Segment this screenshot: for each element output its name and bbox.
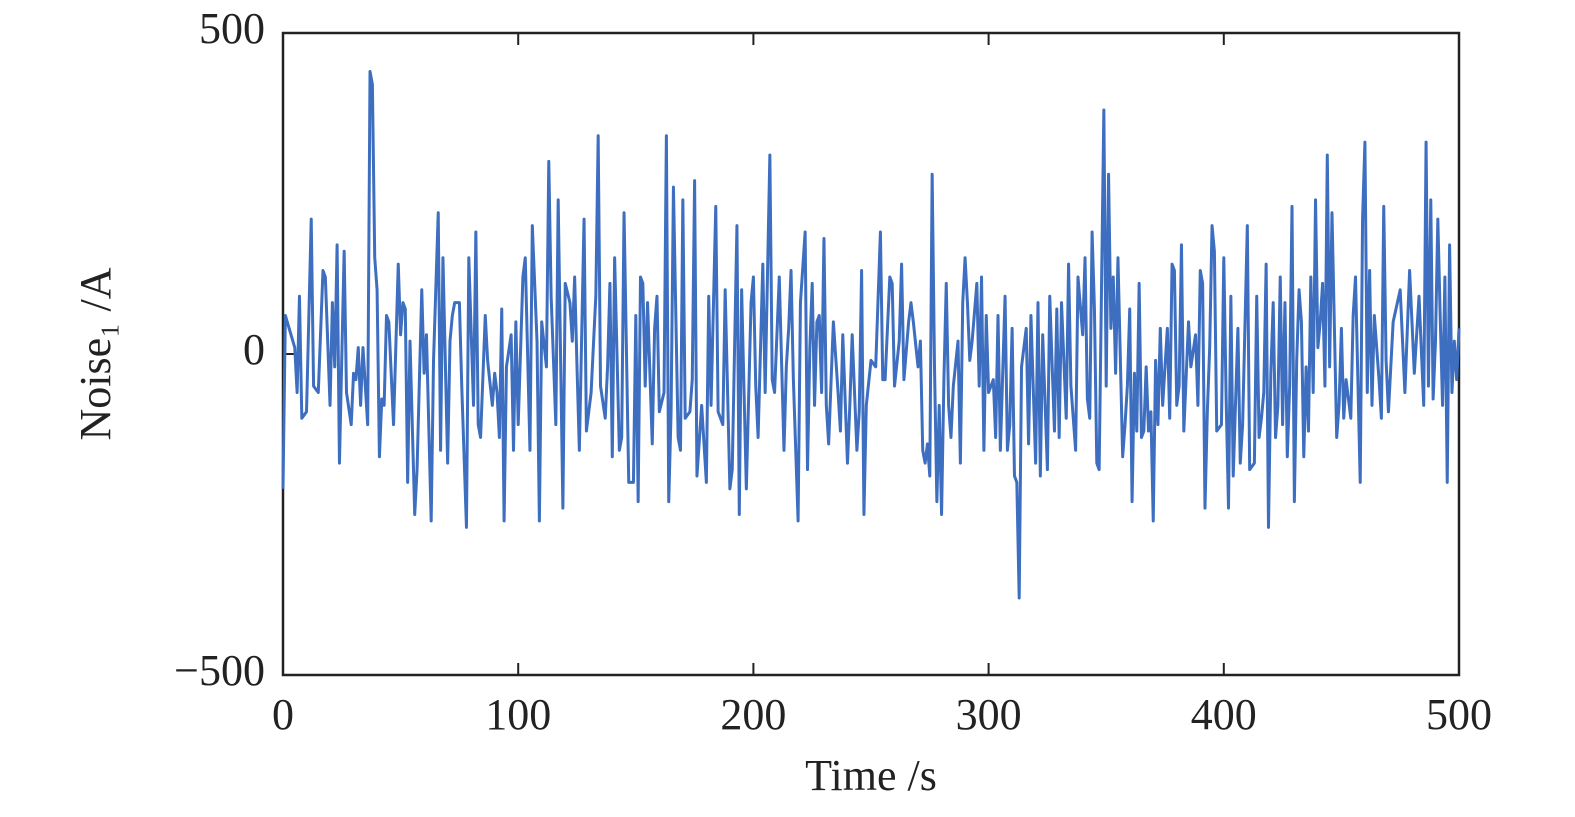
- y-tick-label: −500: [174, 646, 265, 695]
- x-tick-label: 300: [956, 690, 1022, 739]
- y-axis-label: Noise₁ /A: [71, 267, 120, 440]
- x-tick-label: 200: [720, 690, 786, 739]
- x-tick-label: 100: [485, 690, 551, 739]
- data-line: [281, 70, 1461, 600]
- y-tick-label: 500: [199, 4, 265, 53]
- x-tick-label: 400: [1191, 690, 1257, 739]
- x-tick-label: 0: [272, 690, 294, 739]
- x-axis-label: Time /s: [805, 751, 937, 800]
- x-tick-label: 500: [1426, 690, 1492, 739]
- y-tick-label: 0: [243, 325, 265, 374]
